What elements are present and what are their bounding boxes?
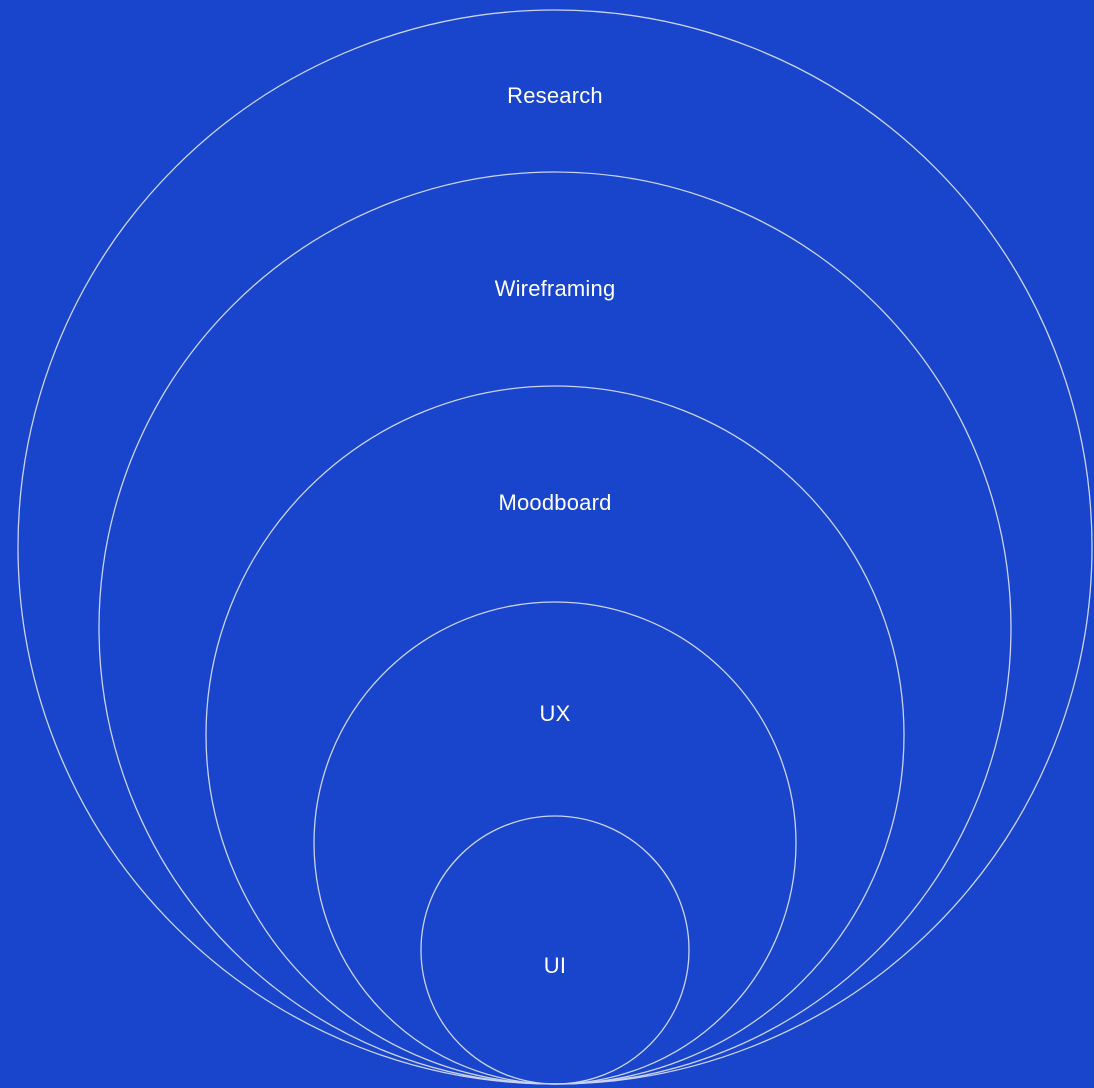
layer-label-wireframing: Wireframing — [494, 276, 616, 301]
layer-label-ux: UX — [539, 701, 571, 726]
ring-ui — [420, 815, 690, 1085]
ring-ux — [313, 601, 797, 1085]
ring-wireframing — [98, 171, 1012, 1085]
layer-label-moodboard: Moodboard — [498, 490, 612, 515]
layer-label-research: Research — [507, 83, 603, 108]
ring-research — [17, 9, 1093, 1085]
layer-label-ui: UI — [543, 953, 567, 978]
